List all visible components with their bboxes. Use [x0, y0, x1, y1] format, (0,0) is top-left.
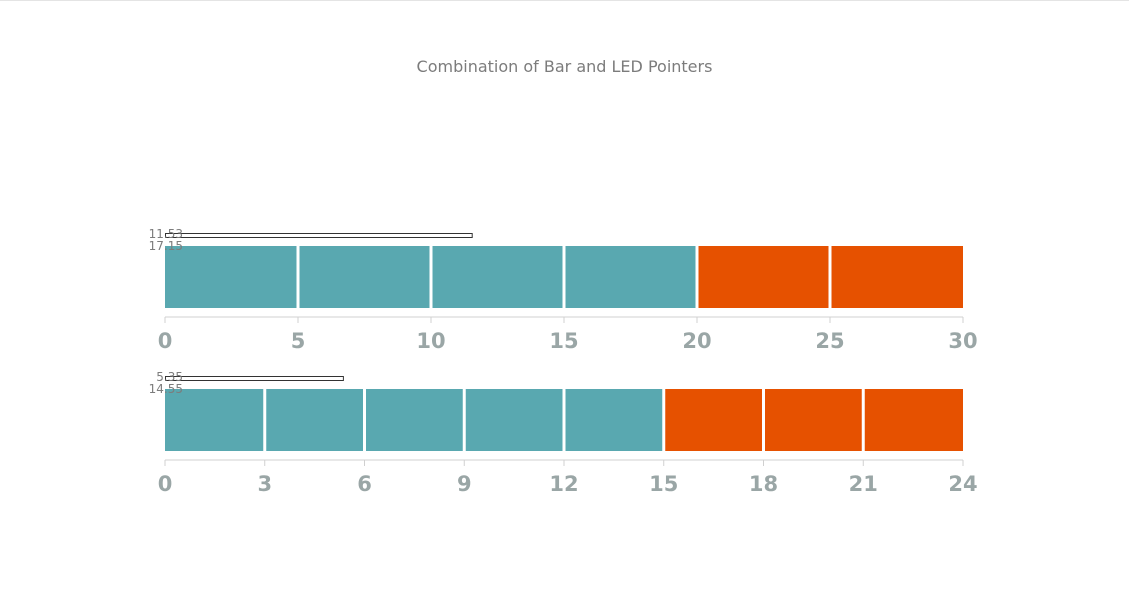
tick-label: 12	[549, 472, 578, 496]
tick-label: 15	[549, 329, 578, 353]
led-segment	[266, 389, 363, 451]
tick-label: 6	[357, 472, 372, 496]
pointer-value-label: 5.35	[156, 370, 183, 384]
pointer-value-label: 11.53	[149, 227, 183, 241]
top-border	[0, 0, 1129, 1]
pointer-value-label: 14.55	[149, 382, 183, 396]
led-segment	[864, 389, 963, 451]
led-segment	[831, 246, 963, 308]
chart-title: Combination of Bar and LED Pointers	[416, 57, 713, 76]
tick-label: 0	[158, 329, 173, 353]
tick-label: 20	[682, 329, 711, 353]
tick-label: 9	[457, 472, 472, 496]
tick-label: 0	[158, 472, 173, 496]
led-segment	[165, 389, 264, 451]
led-segment	[432, 246, 563, 308]
led-segment	[765, 389, 862, 451]
led-segment	[565, 246, 696, 308]
pointer-value-label: 17.15	[149, 239, 183, 253]
led-segment	[299, 246, 430, 308]
tick-label: 30	[948, 329, 977, 353]
led-segment	[165, 246, 297, 308]
tick-label: 18	[749, 472, 778, 496]
tick-label: 21	[849, 472, 878, 496]
tick-label: 24	[948, 472, 977, 496]
tick-label: 25	[815, 329, 844, 353]
tick-label: 10	[416, 329, 445, 353]
tick-label: 5	[291, 329, 306, 353]
bar-pointer	[165, 376, 344, 381]
tick-label: 15	[649, 472, 678, 496]
bar-pointer	[165, 233, 473, 238]
led-segment	[698, 246, 829, 308]
led-segment	[665, 389, 762, 451]
tick-label: 3	[257, 472, 272, 496]
led-segment	[565, 389, 663, 451]
led-segment	[366, 389, 463, 451]
led-segment	[465, 389, 563, 451]
